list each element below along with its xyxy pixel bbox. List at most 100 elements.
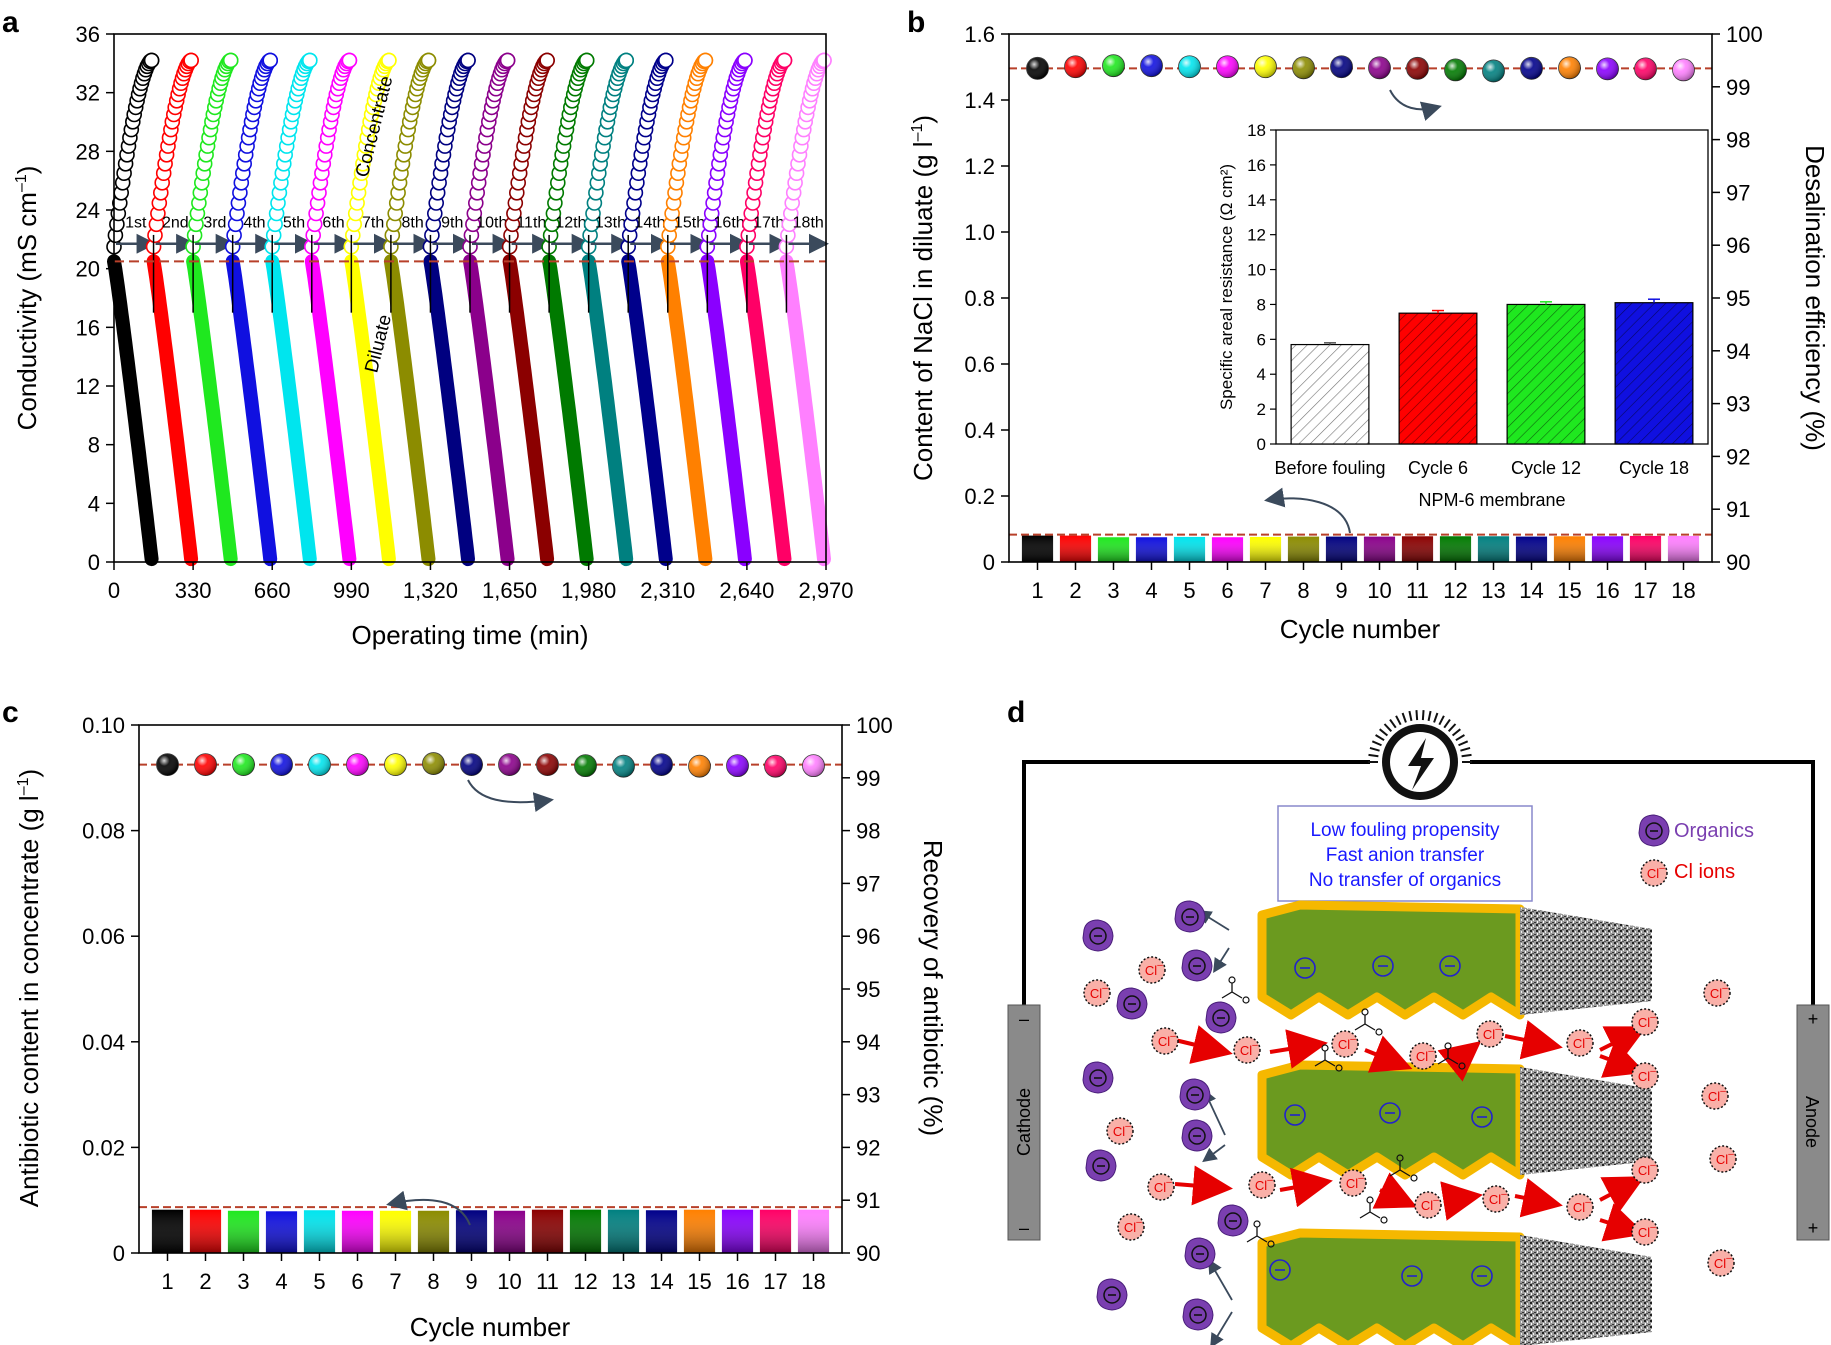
ion-symbol: Cl — [1416, 1049, 1428, 1064]
concentrate-endpoint — [262, 52, 279, 69]
chart-c-ylabel-left: Antibiotic content in concentrate (g l–1… — [14, 769, 44, 1207]
chloride-ion-icon: Cl – — [1631, 1008, 1659, 1036]
organic-charge-ring — [1189, 1306, 1207, 1324]
x-tick-label: 11 — [1406, 578, 1429, 603]
legend-cl: Cl – Cl ions — [1640, 859, 1735, 887]
cycle-label-10: 10th — [476, 215, 507, 232]
chart-c-xlabel: Cycle number — [410, 1312, 571, 1342]
y-tick-label-right: 91 — [856, 1188, 880, 1213]
diluate-curve-8 — [383, 254, 436, 567]
organic-charge-ring — [1224, 1212, 1242, 1230]
ion-charge: – — [1125, 1121, 1131, 1132]
carboxylate-bonds — [1359, 1203, 1381, 1219]
ion-body — [1248, 1171, 1276, 1199]
y-tick-label-right: 97 — [1726, 180, 1750, 205]
y-tick-label-right: 97 — [856, 871, 880, 896]
organic-molecule-icon — [1179, 1078, 1211, 1111]
x-tick-label: 9 — [1335, 578, 1347, 603]
x-tick-label: 9 — [465, 1269, 477, 1294]
efficiency-point-shine — [194, 753, 217, 776]
x-tick-label: 16 — [725, 1269, 749, 1294]
bar-shade — [455, 1210, 488, 1253]
chart-b-axes: 1 2 3 4 5 6 7 8 9 10 11 12 13 14 15 16 17 1800.20.40.60.8… — [964, 22, 1762, 603]
bar-shade — [645, 1210, 678, 1253]
efficiency-point-shine — [1406, 57, 1429, 80]
x-tick-label: 14 — [1519, 578, 1543, 603]
organic-charge-ring — [1123, 995, 1141, 1013]
fixed-charge-icon — [1294, 957, 1316, 979]
y-tick-label-left: 0 — [983, 550, 995, 575]
legend-cl-label: Cl ions — [1674, 861, 1735, 883]
carboxylate-group-icon — [1354, 1008, 1383, 1036]
ion-body — [1640, 859, 1668, 887]
efficiency-point-shine — [1102, 54, 1125, 77]
power-ray — [1371, 740, 1382, 747]
chloride-ion-icon: Cl – — [1248, 1171, 1276, 1199]
ion-symbol: Cl — [1090, 986, 1102, 1001]
power-ray — [1438, 715, 1445, 726]
cycle-label-17: 17th — [753, 215, 784, 232]
power-ray — [1383, 723, 1393, 732]
inset-y-tick-label: 10 — [1247, 261, 1266, 280]
ion-charge: – — [1650, 1160, 1656, 1171]
organic-charge-ring — [1645, 822, 1663, 840]
concentrate-endpoint — [697, 52, 714, 69]
inset-y-tick-label: 16 — [1247, 156, 1266, 175]
ion-body — [1566, 1029, 1594, 1057]
chloride-ion-icon: Cl – — [1640, 859, 1668, 887]
ion-charge: – — [1170, 1031, 1176, 1042]
inset-y-tick-label: 8 — [1257, 295, 1266, 314]
x-tick-label: 14 — [649, 1269, 673, 1294]
power-ray — [1389, 718, 1397, 729]
bar-shade — [1135, 537, 1168, 562]
info-line-1: Low fouling propensity — [1310, 820, 1500, 841]
chloride-ion-icon: Cl – — [1409, 1042, 1437, 1070]
organic-charge-ring — [1186, 1086, 1204, 1104]
carboxylate-oxygen — [1242, 996, 1250, 1004]
inset-y-tick-label: 2 — [1257, 400, 1266, 419]
chloride-ion-icon: Cl – — [1151, 1027, 1179, 1055]
y-tick-label-left: 0.8 — [964, 286, 995, 311]
chloride-ion-icon: Cl – — [1083, 979, 1111, 1007]
y-tick-label-left: 0.4 — [964, 418, 995, 443]
x-tick-label: 17 — [763, 1269, 787, 1294]
ion-charge: – — [1267, 1175, 1273, 1186]
bar-shade — [1363, 536, 1396, 562]
ion-body — [1409, 1042, 1437, 1070]
ion-body — [1106, 1117, 1134, 1145]
y-tick-label-right: 98 — [1726, 128, 1750, 153]
rejection-arrow — [1202, 1144, 1226, 1163]
ion-symbol: Cl — [1638, 1163, 1650, 1178]
info-box — [1277, 805, 1533, 902]
left-axis-arrow — [386, 1190, 471, 1226]
organic-icon — [1638, 814, 1670, 847]
diluate-curve-4 — [225, 254, 278, 567]
efficiency-point-shine — [1672, 58, 1695, 81]
y-tick-label: 8 — [88, 433, 100, 458]
x-tick-label: 1,980 — [561, 578, 616, 603]
panel-label-b: b — [907, 6, 925, 39]
y-tick-label: 36 — [76, 22, 100, 47]
carboxylate-bonds — [1246, 1227, 1268, 1243]
ion-body — [1707, 1249, 1735, 1277]
bar-shade — [1477, 536, 1510, 562]
chart-c-series — [139, 752, 842, 1253]
chloride-ion-icon: Cl – — [1106, 1117, 1134, 1145]
carboxylate-oxygen — [1444, 1042, 1452, 1050]
chloride-ion-icon: Cl – — [1631, 1218, 1659, 1246]
cycle-label-5: 5th — [283, 215, 305, 232]
x-tick-label: 12 — [573, 1269, 597, 1294]
anode-label: Anode — [1802, 1096, 1822, 1148]
legend-organics: Organics — [1638, 814, 1754, 847]
fixed-charge-icon — [1439, 955, 1461, 977]
diluate-curve-13 — [581, 254, 634, 567]
ion-arrow — [1599, 1040, 1646, 1078]
bar-shade — [1439, 536, 1472, 562]
diluate-curve-15 — [660, 254, 713, 567]
carboxylate-oxygen — [1375, 1028, 1383, 1036]
x-tick-label: 13 — [1481, 578, 1505, 603]
chart-a-series: 1st 2nd 3rd 4th 5th 6th 7th 8th 9th 10th 11th 12th 1… — [106, 52, 832, 567]
carboxylate-oxygen — [1366, 1196, 1374, 1204]
efficiency-point-shine — [1368, 56, 1391, 79]
ion-symbol: Cl — [1158, 1034, 1170, 1049]
